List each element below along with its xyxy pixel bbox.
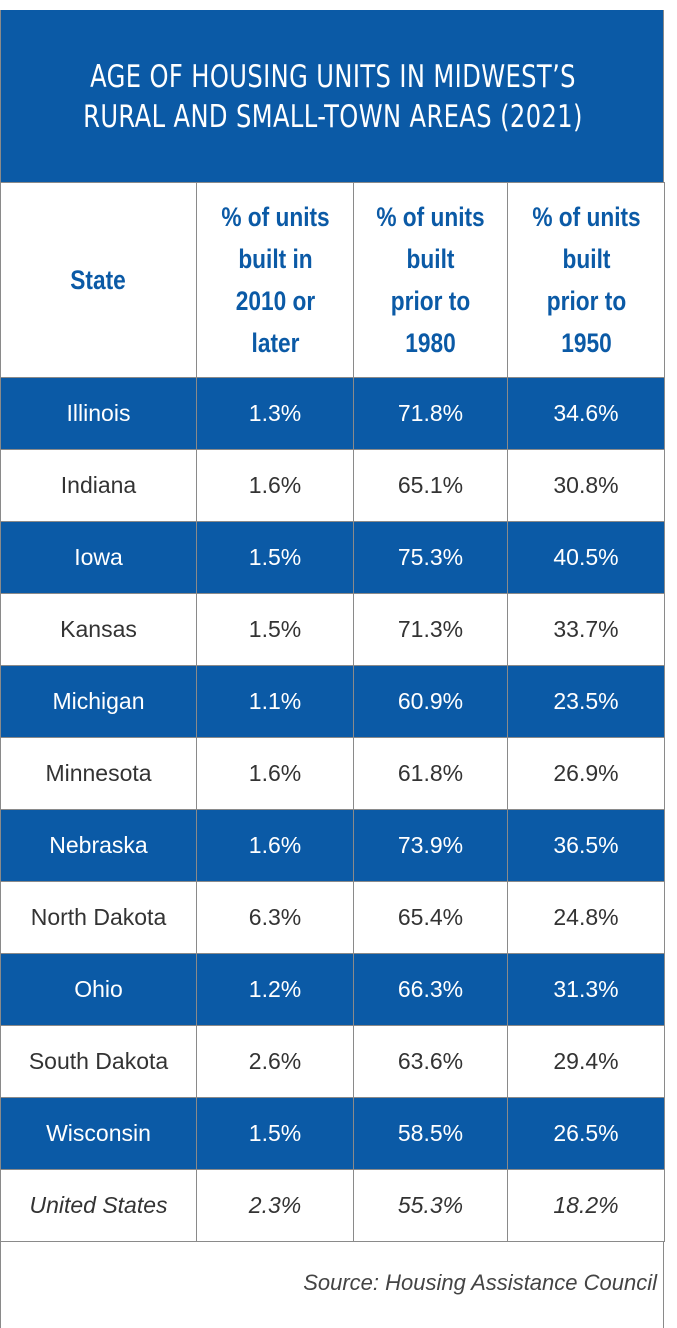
cell-prior-1980: 71.8% <box>353 377 508 450</box>
cell-prior-1950: 18.2% <box>507 1169 665 1242</box>
cell-state: Nebraska <box>0 809 197 882</box>
cell-built-2010-or-later: 6.3% <box>196 881 354 954</box>
cell-prior-1980: 61.8% <box>353 737 508 810</box>
cell-prior-1950: 26.5% <box>507 1097 665 1170</box>
table-row: Wisconsin 1.5% 58.5% 26.5% <box>0 1097 665 1170</box>
cell-prior-1980: 55.3% <box>353 1169 508 1242</box>
cell-state: Kansas <box>0 593 197 666</box>
header-state: State <box>0 182 197 378</box>
cell-prior-1950: 24.8% <box>507 881 665 954</box>
table-row: Iowa 1.5% 75.3% 40.5% <box>0 521 665 594</box>
cell-state: United States <box>0 1169 197 1242</box>
cell-prior-1980: 71.3% <box>353 593 508 666</box>
cell-state: Illinois <box>0 377 197 450</box>
table-row: Illinois 1.3% 71.8% 34.6% <box>0 377 665 450</box>
cell-prior-1980: 66.3% <box>353 953 508 1026</box>
header-built-2010-or-later: % of units built in 2010 or later <box>196 182 354 378</box>
cell-state: North Dakota <box>0 881 197 954</box>
cell-prior-1980: 65.4% <box>353 881 508 954</box>
cell-built-2010-or-later: 1.2% <box>196 953 354 1026</box>
cell-built-2010-or-later: 1.6% <box>196 737 354 810</box>
cell-prior-1950: 23.5% <box>507 665 665 738</box>
cell-built-2010-or-later: 2.6% <box>196 1025 354 1098</box>
cell-prior-1980: 65.1% <box>353 449 508 522</box>
header-prior-1950: % of units built prior to 1950 <box>507 182 665 378</box>
chart-title: AGE OF HOUSING UNITS IN MIDWEST’S RURAL … <box>74 57 592 137</box>
header-row: State % of units built in 2010 or later % o… <box>0 182 665 378</box>
cell-built-2010-or-later: 1.6% <box>196 449 354 522</box>
cell-prior-1950: 31.3% <box>507 953 665 1026</box>
table-body: Illinois 1.3% 71.8% 34.6% Indiana 1.6% 65.1% 30… <box>0 377 665 1242</box>
cell-state: Iowa <box>0 521 197 594</box>
source-note: Source: Housing Assistance Council <box>303 1270 657 1295</box>
cell-state: South Dakota <box>0 1025 197 1098</box>
cell-built-2010-or-later: 1.5% <box>196 1097 354 1170</box>
cell-prior-1980: 63.6% <box>353 1025 508 1098</box>
cell-state: Minnesota <box>0 737 197 810</box>
cell-state: Indiana <box>0 449 197 522</box>
table-row: South Dakota 2.6% 63.6% 29.4% <box>0 1025 665 1098</box>
cell-prior-1950: 33.7% <box>507 593 665 666</box>
cell-prior-1980: 58.5% <box>353 1097 508 1170</box>
cell-built-2010-or-later: 1.3% <box>196 377 354 450</box>
cell-prior-1950: 26.9% <box>507 737 665 810</box>
cell-state: Michigan <box>0 665 197 738</box>
table-row: Nebraska 1.6% 73.9% 36.5% <box>0 809 665 882</box>
table-row: Indiana 1.6% 65.1% 30.8% <box>0 449 665 522</box>
cell-prior-1950: 40.5% <box>507 521 665 594</box>
cell-prior-1980: 73.9% <box>353 809 508 882</box>
title-line-2: RURAL AND SMALL-TOWN AREAS (2021) <box>83 99 583 135</box>
table-row: North Dakota 6.3% 65.4% 24.8% <box>0 881 665 954</box>
table-row: Kansas 1.5% 71.3% 33.7% <box>0 593 665 666</box>
cell-built-2010-or-later: 1.6% <box>196 809 354 882</box>
title-band: AGE OF HOUSING UNITS IN MIDWEST’S RURAL … <box>0 10 664 182</box>
cell-built-2010-or-later: 1.5% <box>196 593 354 666</box>
cell-built-2010-or-later: 1.5% <box>196 521 354 594</box>
cell-prior-1980: 60.9% <box>353 665 508 738</box>
cell-prior-1950: 34.6% <box>507 377 665 450</box>
table-row: Ohio 1.2% 66.3% 31.3% <box>0 953 665 1026</box>
header-prior-1980: % of units built prior to 1980 <box>353 182 508 378</box>
housing-age-table: State % of units built in 2010 or later % o… <box>0 182 665 1242</box>
cell-built-2010-or-later: 2.3% <box>196 1169 354 1242</box>
cell-state: Wisconsin <box>0 1097 197 1170</box>
table-row: Michigan 1.1% 60.9% 23.5% <box>0 665 665 738</box>
table-row: United States 2.3% 55.3% 18.2% <box>0 1169 665 1242</box>
cell-prior-1980: 75.3% <box>353 521 508 594</box>
cell-state: Ohio <box>0 953 197 1026</box>
cell-prior-1950: 36.5% <box>507 809 665 882</box>
cell-built-2010-or-later: 1.1% <box>196 665 354 738</box>
cell-prior-1950: 29.4% <box>507 1025 665 1098</box>
cell-prior-1950: 30.8% <box>507 449 665 522</box>
title-line-1: AGE OF HOUSING UNITS IN MIDWEST’S <box>90 59 576 95</box>
table-row: Minnesota 1.6% 61.8% 26.9% <box>0 737 665 810</box>
